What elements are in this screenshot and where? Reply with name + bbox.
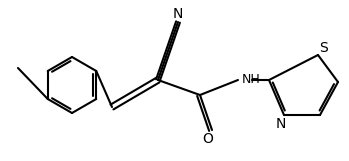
Text: S: S bbox=[319, 41, 327, 55]
Text: O: O bbox=[202, 132, 214, 146]
Text: N: N bbox=[173, 7, 183, 21]
Text: N: N bbox=[276, 117, 286, 131]
Text: NH: NH bbox=[242, 72, 261, 85]
